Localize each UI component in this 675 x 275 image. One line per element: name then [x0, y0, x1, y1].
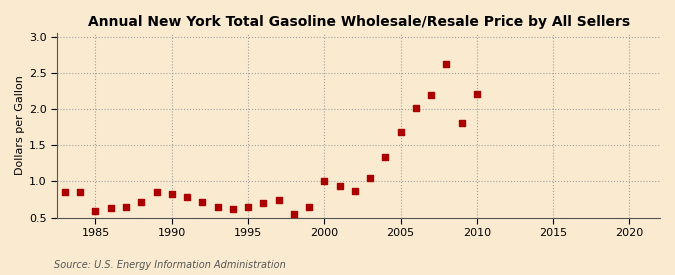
Point — [350, 189, 360, 193]
Point — [90, 209, 101, 213]
Point — [166, 191, 177, 196]
Point — [273, 198, 284, 202]
Point — [288, 212, 299, 216]
Point — [212, 205, 223, 209]
Point — [456, 120, 467, 125]
Point — [304, 205, 315, 209]
Point — [410, 106, 421, 111]
Point — [441, 62, 452, 66]
Point — [75, 189, 86, 194]
Point — [380, 155, 391, 160]
Y-axis label: Dollars per Gallon: Dollars per Gallon — [15, 75, 25, 175]
Point — [151, 190, 162, 194]
Point — [364, 175, 375, 180]
Point — [319, 179, 330, 184]
Point — [426, 93, 437, 97]
Point — [197, 199, 208, 204]
Point — [258, 201, 269, 205]
Point — [59, 189, 70, 194]
Text: Source: U.S. Energy Information Administration: Source: U.S. Energy Information Administ… — [54, 260, 286, 270]
Point — [121, 205, 132, 210]
Point — [472, 92, 483, 97]
Point — [227, 207, 238, 211]
Point — [105, 206, 116, 210]
Point — [242, 205, 253, 209]
Point — [334, 184, 345, 189]
Point — [182, 195, 192, 199]
Title: Annual New York Total Gasoline Wholesale/Resale Price by All Sellers: Annual New York Total Gasoline Wholesale… — [88, 15, 630, 29]
Point — [136, 199, 146, 204]
Point — [396, 130, 406, 134]
